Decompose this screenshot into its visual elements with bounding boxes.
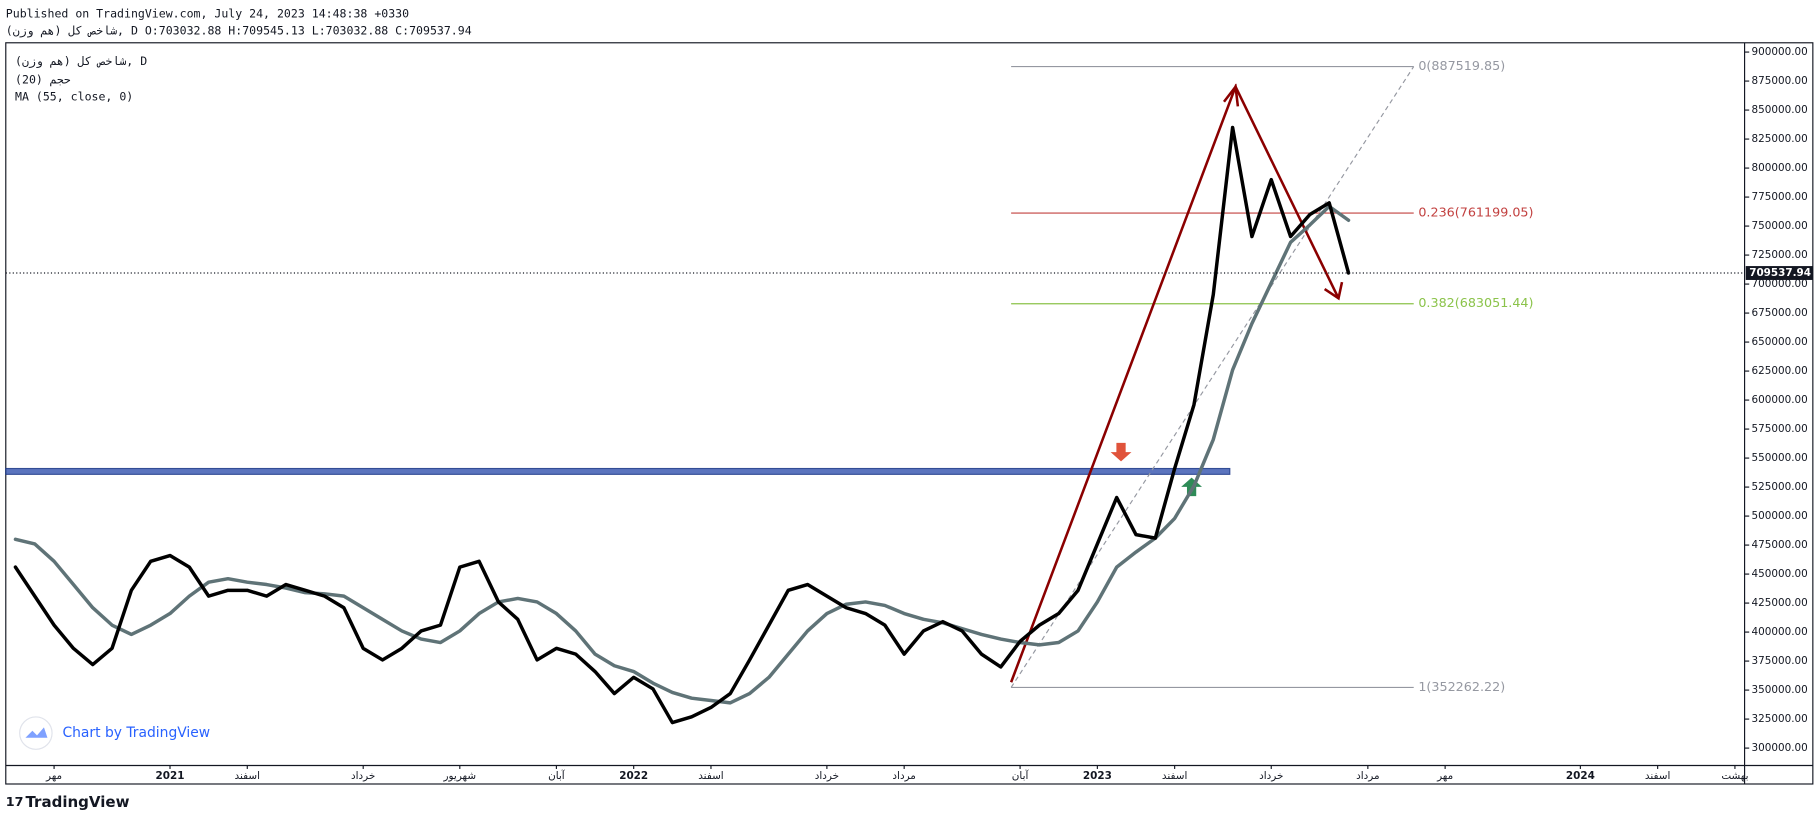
x-tick-label: مرداد [892, 770, 915, 782]
x-tick-label: اسفند [1645, 770, 1670, 782]
x-tick-label: اسفند [698, 770, 723, 782]
y-tick-label: 550000.00 [1752, 452, 1808, 464]
arrow-head [1222, 83, 1240, 107]
published-line: Published on TradingView.com, July 24, 2… [6, 6, 409, 20]
x-tick-label: خرداد [1259, 770, 1283, 782]
fib-label: 0.236(761199.05) [1418, 205, 1533, 220]
y-tick-label: 525000.00 [1752, 481, 1808, 493]
y-tick-label: 575000.00 [1752, 423, 1808, 435]
y-tick-label: 300000.00 [1752, 742, 1808, 754]
y-tick-label: 325000.00 [1752, 713, 1808, 725]
y-tick-label: 475000.00 [1752, 539, 1808, 551]
x-tick-label: مهر [45, 770, 62, 782]
horizontal-zone [5, 467, 1231, 475]
down-arrow [1110, 442, 1132, 462]
x-tick-label: آبان [548, 769, 566, 782]
y-tick-label: 775000.00 [1752, 191, 1808, 203]
footer-logo[interactable]: TradingView [25, 793, 129, 811]
x-tick-label: اسفند [1162, 770, 1187, 782]
frame [5, 42, 1814, 785]
y-tick-label: 400000.00 [1752, 626, 1808, 638]
y-tick-label: 875000.00 [1752, 75, 1808, 87]
fib-label: 1(352262.22) [1418, 679, 1505, 694]
trend-lines [1009, 83, 1340, 683]
y-tick-label: 350000.00 [1752, 684, 1808, 696]
fib-trend [1010, 66, 1415, 688]
symbol-line: شاخص کل (هم وزن), D O:703032.88 H:709545… [6, 24, 472, 39]
fib-label: 0.382(683051.44) [1418, 295, 1533, 310]
fib-label: 0(887519.85) [1418, 58, 1505, 73]
x-tick-label: بهشت [1721, 770, 1748, 782]
x-tick-label: خرداد [351, 770, 375, 782]
y-tick-label: 450000.00 [1752, 568, 1808, 580]
x-tick-label: مرداد [1356, 770, 1379, 782]
last-price-box [1745, 266, 1813, 280]
x-tick-label: مهر [1436, 770, 1453, 782]
y-tick-label: 600000.00 [1752, 394, 1808, 406]
x-tick-label: شهریور [443, 770, 477, 782]
y-tick-label: 675000.00 [1752, 307, 1808, 319]
y-tick-label: 800000.00 [1752, 162, 1808, 174]
y-tick-label: 750000.00 [1752, 220, 1808, 232]
y-tick-label: 700000.00 [1752, 278, 1808, 290]
x-tick-label: 2021 [156, 770, 185, 782]
watermark[interactable]: Chart by TradingView [62, 725, 210, 741]
y-tick-label: 500000.00 [1752, 510, 1808, 522]
watermark-glyph [25, 727, 48, 738]
y-tick-label: 650000.00 [1752, 336, 1808, 348]
footer-icon: 17 [6, 794, 24, 809]
last-price-label: 709537.94 [1749, 267, 1811, 279]
watermark-icon [19, 716, 53, 750]
y-tick-label: 625000.00 [1752, 365, 1808, 377]
x-tick-label: 2023 [1083, 770, 1112, 782]
y-tick-label: 425000.00 [1752, 597, 1808, 609]
y-tick-label: 825000.00 [1752, 133, 1808, 145]
y-tick-label: 375000.00 [1752, 655, 1808, 667]
x-tick-label: 2022 [619, 770, 648, 782]
price-line [13, 125, 1351, 725]
x-tick-label: خرداد [815, 770, 839, 782]
y-tick-label: 725000.00 [1752, 249, 1808, 261]
x-tick-label: اسفند [235, 770, 260, 782]
legend-main: شاخص کل (هم وزن), D [15, 54, 147, 69]
y-tick-label: 850000.00 [1752, 104, 1808, 116]
legend-ma: MA (55, close, 0) [15, 90, 133, 104]
x-tick-label: آبان [1012, 769, 1030, 782]
arrow-head [1323, 281, 1344, 301]
y-tick-label: 900000.00 [1752, 46, 1808, 58]
legend-volume: حجم (20) [15, 72, 71, 86]
x-tick-label: 2024 [1566, 770, 1595, 782]
ma-line [13, 204, 1351, 705]
